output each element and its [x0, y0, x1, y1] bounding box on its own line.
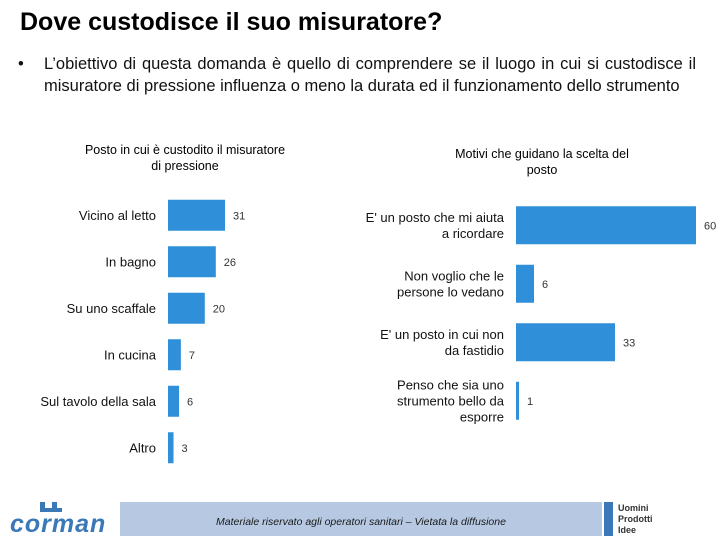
location-category-label: Sul tavolo della sala: [40, 394, 156, 409]
footer-disclaimer: Materiale riservato agli operatori sanit…: [216, 516, 506, 528]
reasons-category-label: Penso che sia uno strumento bello da espor…: [397, 377, 505, 424]
chart-reasons-title-line: Motivi che guidano la scelta del: [455, 147, 629, 161]
reasons-value-label: 60: [704, 220, 716, 232]
reasons-category-label: E' un posto in cui non da fastidio: [380, 327, 504, 358]
location-bar: [168, 385, 180, 417]
intro-bullet: • L’obiettivo di questa domanda è quello…: [18, 54, 696, 97]
location-value-label: 20: [213, 303, 225, 315]
reasons-category-label: E' un posto che mi aiuta a ricordare: [366, 210, 505, 241]
chart-reasons-title: Motivi che guidano la scelta del posto: [400, 146, 684, 178]
location-bar: [168, 339, 181, 371]
corman-logo-text: corman: [10, 510, 107, 538]
location-bar: [168, 292, 205, 324]
location-value-label: 3: [182, 443, 188, 455]
upi-logo: Uomini Prodotti Idee: [604, 500, 714, 538]
chart-reasons-title-line: posto: [526, 163, 558, 177]
reasons-value-label: 1: [527, 396, 533, 408]
reasons-value-label: 6: [542, 279, 548, 291]
chart-location-title-line: Posto in cui è custodito il misuratore: [84, 143, 286, 157]
chart-location-title-line: di pressione: [151, 159, 219, 173]
reasons-value-label: 33: [623, 337, 635, 349]
bullet-icon: •: [18, 55, 24, 73]
location-category-label: In cucina: [104, 347, 157, 362]
footer-band: [120, 502, 602, 536]
reasons-bar: [516, 323, 615, 362]
location-bar: [168, 432, 174, 464]
location-value-label: 26: [224, 257, 236, 269]
reasons-bar: [516, 264, 534, 303]
upi-logo-text: Uomini Prodotti Idee: [618, 503, 653, 535]
location-category-label: Altro: [129, 440, 156, 455]
location-bar: [168, 246, 216, 278]
corman-logo: corman: [8, 500, 118, 538]
location-category-label: In bagno: [105, 254, 156, 269]
reasons-category-label: Non voglio che le persone lo vedano: [397, 268, 504, 299]
reasons-bar: [516, 206, 696, 245]
location-category-label: Su uno scaffale: [67, 301, 156, 316]
location-category-label: Vicino al letto: [79, 208, 156, 223]
page-title: Dove custodisce il suo misuratore?: [20, 8, 443, 36]
location-value-label: 6: [187, 396, 193, 408]
location-value-label: 7: [189, 350, 195, 362]
location-value-label: 31: [233, 210, 245, 222]
location-bar: [168, 199, 225, 231]
reasons-bar: [516, 381, 519, 420]
intro-text: L’obiettivo di questa domanda è quello d…: [44, 55, 696, 95]
corman-logo-icon: [40, 502, 62, 512]
upi-logo-mark-icon: [604, 502, 613, 536]
chart-location-title: Posto in cui è custodito il misuratore di…: [30, 142, 340, 174]
